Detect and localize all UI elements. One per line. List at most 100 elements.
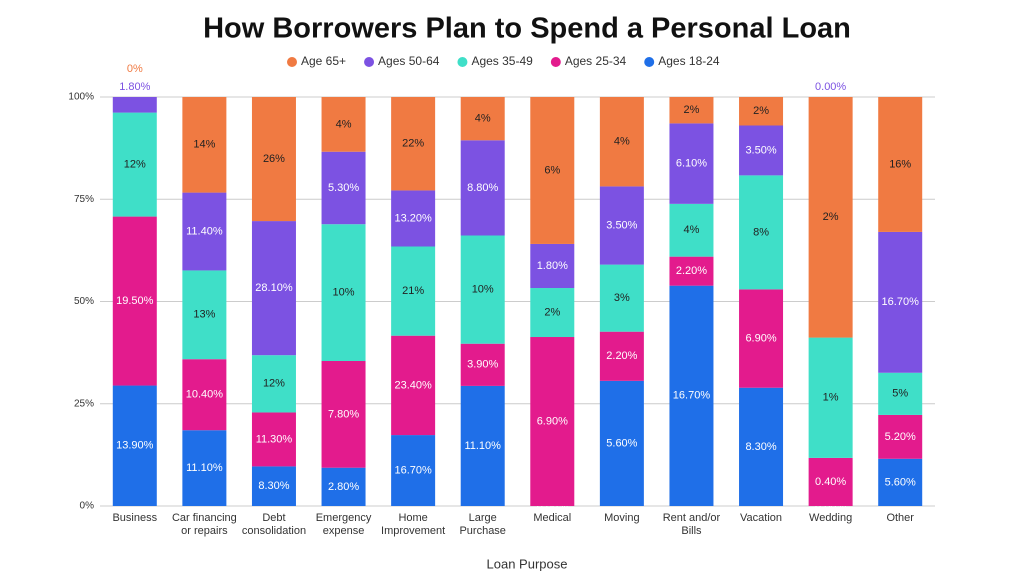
bar-segment bbox=[391, 190, 436, 247]
bar-segment bbox=[599, 186, 644, 265]
bar-segment bbox=[739, 387, 784, 506]
bar-segment bbox=[878, 97, 923, 232]
bar-segment bbox=[739, 289, 784, 388]
data-label: 11.40% bbox=[186, 225, 223, 237]
bar-segment bbox=[460, 235, 505, 344]
y-tick-label: 50% bbox=[74, 296, 94, 307]
bar-segment bbox=[808, 457, 853, 506]
x-tick-label: Business bbox=[112, 512, 158, 524]
bar-segment bbox=[182, 192, 227, 271]
data-label: 23.40% bbox=[394, 379, 432, 391]
x-tick-label: Medical bbox=[533, 512, 572, 524]
data-label: 22% bbox=[402, 138, 424, 150]
legend-label: Ages 18-24 bbox=[658, 54, 720, 68]
bar-segment bbox=[530, 97, 575, 244]
legend-label: Ages 35-49 bbox=[471, 54, 533, 68]
bar-segment bbox=[321, 224, 366, 362]
bar-segment bbox=[808, 97, 853, 338]
x-tick-label: Debt consolidation bbox=[241, 512, 307, 537]
bar-segment bbox=[391, 246, 436, 336]
data-label: 6% bbox=[544, 164, 560, 176]
data-label: 12% bbox=[124, 158, 146, 170]
bar-segment bbox=[251, 221, 296, 356]
bar-segment bbox=[251, 355, 296, 413]
bar-segment bbox=[530, 337, 575, 506]
data-label: 5.20% bbox=[885, 431, 916, 443]
data-label: 11.10% bbox=[464, 440, 501, 452]
data-label: 11.30% bbox=[256, 433, 293, 445]
bar-segment bbox=[112, 216, 157, 386]
data-label: 6.90% bbox=[745, 332, 776, 344]
bar-segment bbox=[112, 385, 157, 506]
bar-segment bbox=[530, 288, 575, 338]
data-label: 16.70% bbox=[673, 390, 711, 402]
data-label: 8.30% bbox=[258, 480, 289, 492]
bar-segment bbox=[391, 435, 436, 506]
y-tick-label: 0% bbox=[80, 501, 95, 512]
data-label: 16% bbox=[889, 158, 911, 170]
bar-segment bbox=[669, 285, 714, 506]
bar-segment bbox=[391, 97, 436, 191]
y-tick-label: 100% bbox=[68, 92, 94, 103]
data-label: 8.30% bbox=[745, 441, 776, 453]
data-label: 5.60% bbox=[606, 437, 637, 449]
bar-segment bbox=[739, 97, 784, 126]
bar-segment bbox=[599, 264, 644, 332]
data-label: 1.80% bbox=[537, 260, 568, 272]
data-label: 5% bbox=[892, 388, 908, 400]
data-label: 16.70% bbox=[882, 296, 920, 308]
legend-swatch bbox=[287, 57, 297, 67]
data-label: 3% bbox=[614, 292, 630, 304]
bar-segment bbox=[878, 231, 923, 373]
data-label: 4% bbox=[475, 113, 491, 125]
data-label: 2.80% bbox=[328, 481, 359, 493]
data-label: 2% bbox=[823, 211, 839, 223]
bar-segment bbox=[112, 97, 157, 113]
data-label: 8% bbox=[753, 226, 769, 238]
bar-segment bbox=[182, 270, 227, 360]
data-label: 10% bbox=[472, 284, 494, 296]
bar-segment bbox=[460, 97, 505, 141]
data-label: 4% bbox=[684, 224, 700, 236]
bar-segment bbox=[182, 430, 227, 506]
bar-segment bbox=[599, 97, 644, 187]
data-label: 10.40% bbox=[186, 389, 224, 401]
bar-segment bbox=[251, 97, 296, 222]
legend-label: Ages 50-64 bbox=[378, 54, 440, 68]
data-label: 14% bbox=[193, 139, 215, 151]
x-tick-label: Car financing or repairs bbox=[171, 512, 237, 537]
data-label: 5.60% bbox=[885, 476, 916, 488]
data-label: 5.30% bbox=[328, 182, 359, 194]
legend-swatch bbox=[457, 57, 468, 67]
data-label: 8.80% bbox=[467, 182, 498, 194]
data-label: 3.50% bbox=[606, 219, 637, 231]
data-label: 2.20% bbox=[606, 350, 637, 362]
data-label: 12% bbox=[263, 378, 285, 390]
x-tick-label: Large Purchase bbox=[459, 512, 506, 537]
bar-segment bbox=[878, 414, 923, 459]
legend-swatch bbox=[550, 57, 561, 67]
data-label: 16.70% bbox=[394, 464, 432, 476]
data-label: 1% bbox=[823, 392, 839, 404]
bar-segment bbox=[182, 359, 227, 431]
bar-segment bbox=[321, 151, 366, 225]
data-label: 4% bbox=[614, 136, 630, 148]
data-label: 10% bbox=[333, 287, 355, 299]
bar-segment bbox=[321, 467, 366, 506]
bar-segment bbox=[460, 385, 505, 506]
data-label: 2.20% bbox=[676, 265, 707, 277]
data-label: 3.90% bbox=[467, 359, 498, 371]
x-tick-label: Other bbox=[886, 512, 914, 524]
data-label: 28.10% bbox=[255, 282, 293, 294]
bar-segment bbox=[669, 97, 714, 124]
legend-label: Ages 25-34 bbox=[565, 54, 627, 68]
x-tick-label: Vacation bbox=[740, 512, 783, 524]
data-label: 4% bbox=[336, 118, 352, 130]
bar-segment bbox=[460, 343, 505, 386]
data-label: 2% bbox=[544, 306, 560, 318]
bar-segment bbox=[321, 361, 366, 468]
x-tick-label: Wedding bbox=[809, 512, 853, 524]
legend-swatch bbox=[644, 57, 655, 67]
data-label: 0.40% bbox=[815, 476, 846, 488]
